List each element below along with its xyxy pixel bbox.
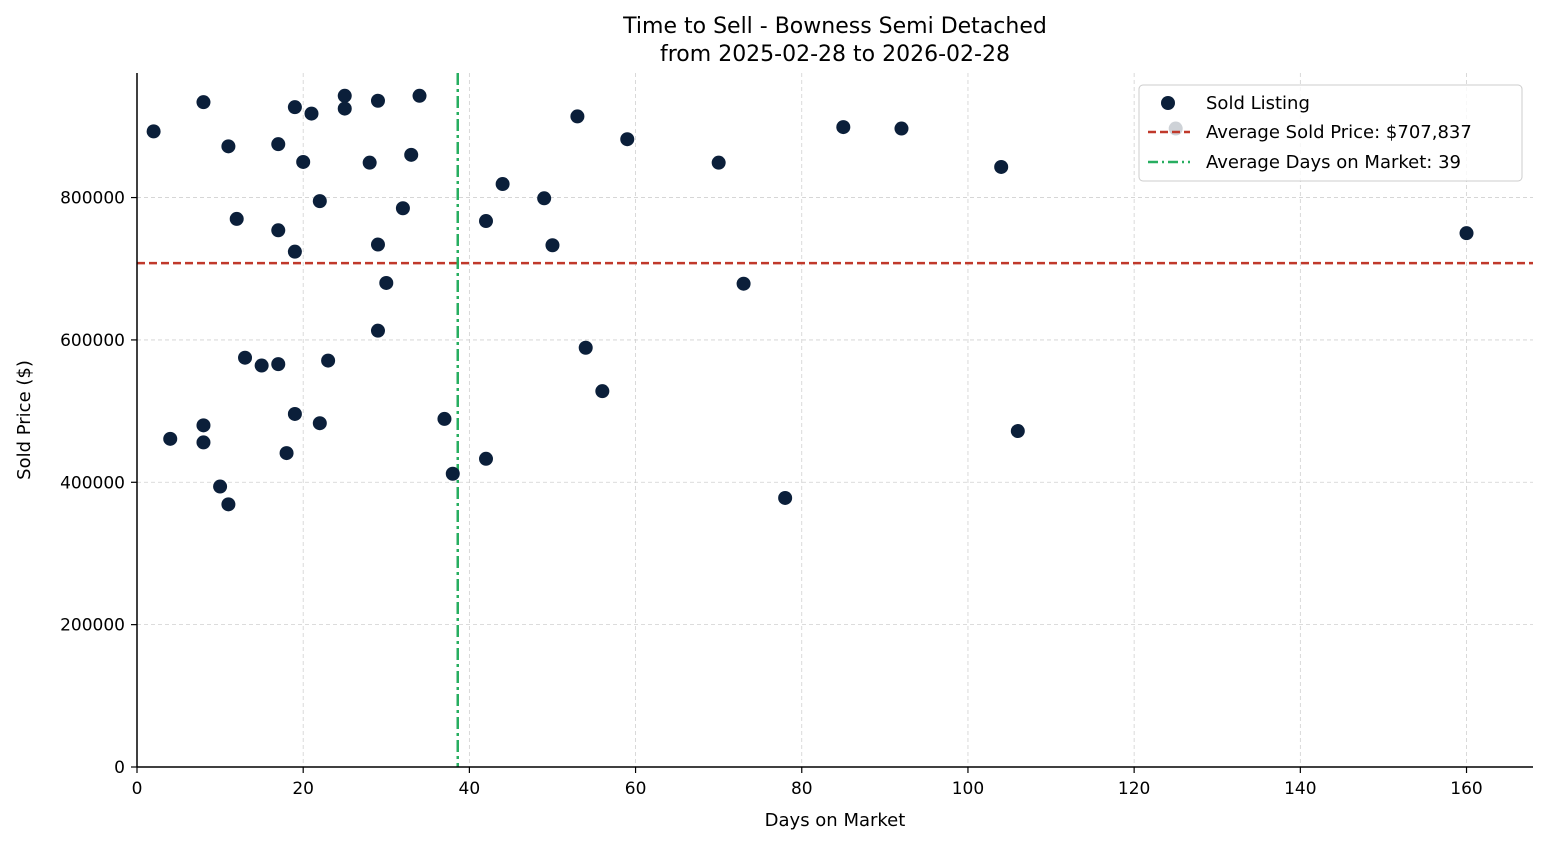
data-point: [337, 101, 352, 116]
data-point: [570, 109, 585, 124]
data-point: [196, 435, 211, 450]
legend-marker-sold-listing: [1161, 96, 1175, 110]
data-point: [221, 139, 236, 154]
x-tick-label: 0: [132, 779, 143, 799]
data-point: [238, 350, 253, 365]
data-point: [337, 88, 352, 103]
y-tick-label: 800000: [60, 189, 125, 209]
data-point: [287, 244, 302, 259]
x-tick-label: 140: [1284, 779, 1316, 799]
data-point: [370, 323, 385, 338]
y-axis-label: Sold Price ($): [14, 360, 35, 480]
y-tick-label: 200000: [60, 616, 125, 636]
x-tick-label: 100: [952, 779, 984, 799]
x-tick-label: 40: [459, 779, 481, 799]
x-axis-label: Days on Market: [765, 810, 906, 831]
data-point: [229, 211, 244, 226]
data-point: [312, 416, 327, 431]
data-point: [736, 276, 751, 291]
data-point: [479, 214, 493, 229]
legend-box: [1138, 84, 1523, 182]
data-point: [304, 106, 319, 121]
data-point: [163, 431, 178, 446]
data-point: [362, 155, 377, 170]
data-point: [778, 490, 793, 505]
data-point: [146, 124, 161, 139]
data-point: [578, 340, 593, 355]
data-point: [711, 155, 726, 170]
y-tick-label: 400000: [60, 473, 125, 493]
data-point: [254, 358, 269, 373]
x-tick-label: 20: [292, 779, 314, 799]
data-point: [894, 121, 909, 136]
reference-lines: [137, 73, 1533, 767]
data-point: [437, 411, 452, 426]
legend-label-avg-price: Average Sold Price: $707,837: [1206, 122, 1472, 143]
data-point: [271, 357, 286, 372]
data-point: [271, 223, 286, 238]
x-tick-label: 160: [1450, 779, 1482, 799]
data-point: [370, 93, 385, 108]
data-point: [287, 406, 302, 421]
data-point: [196, 95, 211, 110]
data-point: [404, 147, 419, 162]
data-point: [287, 100, 302, 115]
data-point: [479, 451, 493, 466]
data-point: [395, 201, 410, 216]
legend-label-avg-days: Average Days on Market: 39: [1206, 152, 1461, 173]
y-tick-label: 0: [114, 758, 125, 778]
legend-label-sold-listing: Sold Listing: [1206, 93, 1310, 114]
x-tick-label: 60: [625, 779, 647, 799]
data-point: [545, 238, 560, 253]
legend: Sold Listing Average Sold Price: $707,83…: [1138, 84, 1523, 182]
chart-subtitle: from 2025-02-28 to 2026-02-28: [660, 42, 1010, 67]
data-point: [412, 88, 427, 103]
data-point: [620, 132, 635, 147]
data-point: [321, 353, 336, 368]
data-point: [196, 418, 211, 433]
data-point: [221, 497, 236, 512]
x-ticks: 0 20 40 60 80 100 120 140 160: [132, 767, 1483, 799]
data-point: [296, 154, 311, 169]
chart-title: Time to Sell - Bowness Semi Detached: [622, 14, 1047, 39]
data-point: [271, 137, 286, 152]
data-point: [379, 275, 394, 290]
data-points: [146, 88, 1474, 512]
data-point: [495, 177, 510, 192]
data-point: [836, 120, 851, 135]
data-point: [595, 384, 610, 399]
data-point: [1459, 226, 1474, 241]
x-tick-label: 80: [791, 779, 813, 799]
y-tick-label: 600000: [60, 331, 125, 351]
data-point: [537, 191, 552, 206]
data-point: [1010, 424, 1025, 439]
data-point: [213, 479, 228, 494]
x-tick-label: 120: [1118, 779, 1150, 799]
data-point: [370, 237, 385, 252]
data-point: [312, 194, 327, 209]
data-point: [445, 466, 460, 481]
y-ticks: 0 200000 400000 600000 800000: [60, 189, 137, 778]
data-point: [279, 446, 294, 461]
data-point: [994, 159, 1009, 174]
